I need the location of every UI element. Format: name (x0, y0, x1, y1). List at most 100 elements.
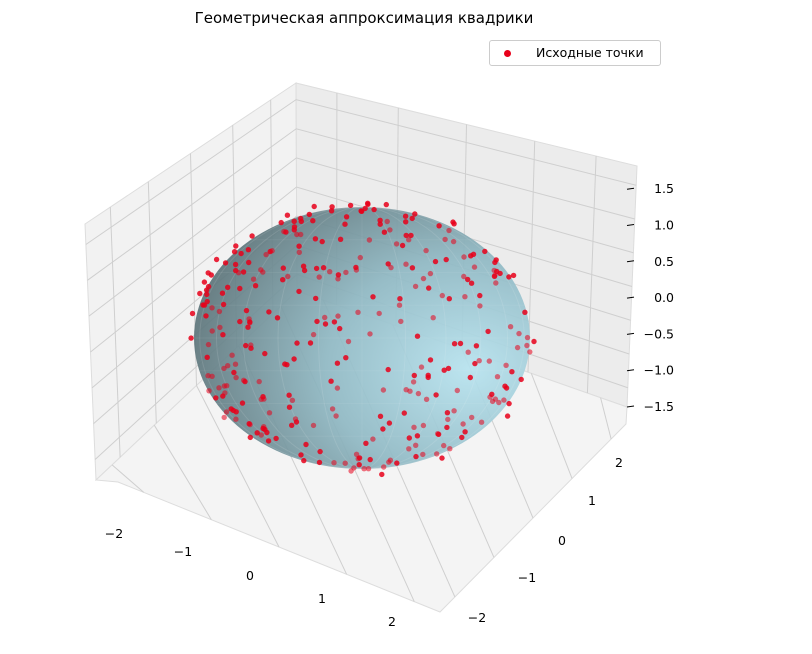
data-point (323, 321, 328, 326)
data-point (328, 379, 333, 384)
data-point (237, 286, 242, 291)
data-point (455, 388, 460, 393)
data-point (400, 243, 405, 248)
data-point (377, 311, 382, 316)
legend-marker (504, 50, 511, 57)
data-point (492, 274, 497, 279)
data-point (233, 417, 238, 422)
data-point (447, 446, 452, 451)
data-point (281, 229, 286, 234)
data-point (294, 419, 299, 424)
data-point (387, 420, 392, 425)
legend-label: Исходные точки (536, 45, 644, 60)
data-point (527, 349, 532, 354)
data-point (247, 421, 252, 426)
data-point (445, 410, 450, 415)
data-point (367, 237, 372, 242)
x-tick-label: −2 (105, 526, 123, 541)
data-point (371, 207, 376, 212)
data-point (508, 324, 513, 329)
data-point (522, 310, 527, 315)
data-point (286, 393, 291, 398)
data-point (210, 328, 215, 333)
data-point (190, 311, 195, 316)
data-point (241, 269, 246, 274)
data-point (321, 265, 326, 270)
data-point (439, 455, 444, 460)
data-point (292, 224, 297, 229)
data-point (386, 261, 391, 266)
data-point (311, 332, 316, 337)
data-point (492, 268, 497, 273)
data-point (444, 425, 449, 430)
data-point (296, 289, 301, 294)
data-point (279, 220, 284, 225)
data-point (490, 399, 495, 404)
data-point (462, 294, 467, 299)
data-point (231, 370, 236, 375)
data-point (442, 237, 447, 242)
data-point (233, 243, 238, 248)
data-point (459, 435, 464, 440)
data-point (472, 361, 477, 366)
x-tick-label: −1 (174, 544, 192, 559)
y-tick-label: −2 (468, 610, 486, 625)
data-point (363, 441, 368, 446)
data-point (314, 266, 319, 271)
data-point (378, 414, 383, 419)
data-point (303, 442, 308, 447)
data-point (447, 296, 452, 301)
data-point (458, 341, 463, 346)
data-point (479, 420, 484, 425)
data-point (413, 454, 418, 459)
data-point (421, 423, 426, 428)
data-point (317, 274, 322, 279)
data-point (298, 452, 303, 457)
chart-title: Геометрическая аппроксимация квадрики (0, 9, 728, 27)
data-point (497, 271, 502, 276)
data-point (356, 456, 361, 461)
data-point (385, 219, 390, 224)
data-point (381, 387, 386, 392)
data-point (398, 319, 403, 324)
data-point (382, 230, 387, 235)
data-point (312, 204, 317, 209)
data-point (370, 436, 375, 441)
z-tick-label: −1.0 (644, 363, 674, 378)
data-point (275, 315, 280, 320)
data-point (281, 265, 286, 270)
data-point (412, 211, 417, 216)
data-point (292, 219, 297, 224)
data-point (419, 364, 424, 369)
data-point (505, 413, 510, 418)
y-tick-label: 0 (558, 533, 566, 548)
z-tick-label: 0.5 (654, 254, 674, 269)
data-point (516, 331, 521, 336)
data-point (515, 345, 520, 350)
data-point (343, 270, 348, 275)
y-tick-label: 2 (615, 455, 623, 470)
data-point (388, 458, 393, 463)
data-point (469, 415, 474, 420)
data-point (257, 379, 262, 384)
data-point (214, 257, 219, 262)
data-point (311, 423, 316, 428)
data-point (444, 257, 449, 262)
data-point (524, 343, 529, 348)
data-point (503, 363, 508, 368)
data-point (206, 388, 211, 393)
z-tick-label: −0.5 (644, 326, 674, 341)
data-point (511, 273, 516, 278)
data-point (403, 214, 408, 219)
data-point (355, 310, 360, 315)
x-tick-label: 1 (318, 591, 326, 606)
data-point (384, 202, 389, 207)
z-tick-label: 1.5 (654, 181, 674, 196)
data-point (313, 296, 318, 301)
data-point (236, 270, 241, 275)
data-point (229, 353, 234, 358)
data-point (260, 394, 265, 399)
data-point (397, 303, 402, 308)
data-point (232, 249, 237, 254)
data-point (406, 237, 411, 242)
